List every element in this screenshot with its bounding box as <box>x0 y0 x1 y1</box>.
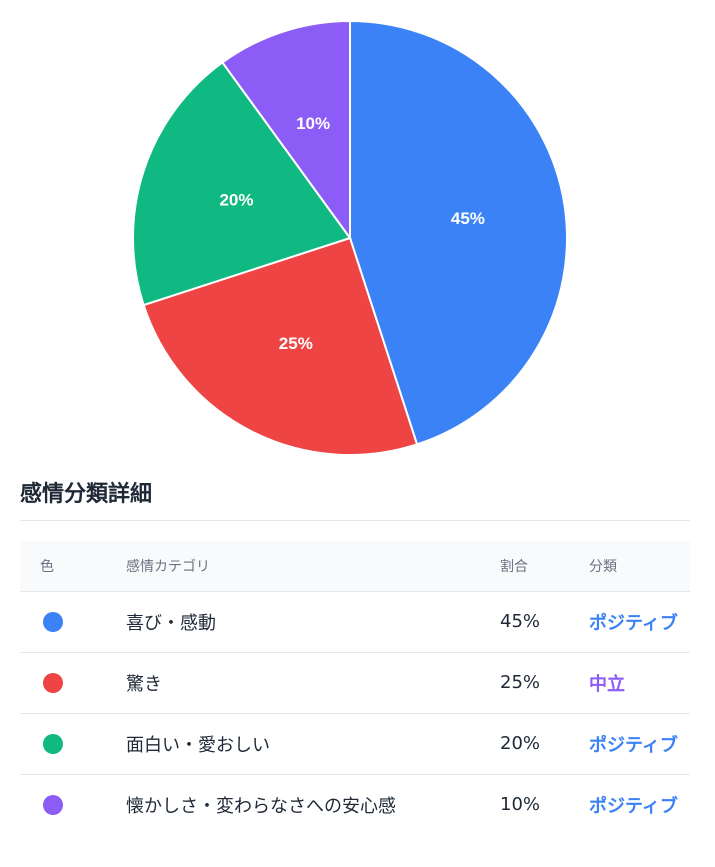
emotion-details-table: 色 感情カテゴリ 割合 分類 喜び・感動 45% ポジティブ 驚き 25% 中立 <box>20 541 690 835</box>
pie-slice-1 <box>349 19 568 446</box>
category-cell: 喜び・感動 <box>126 591 500 653</box>
table-row: 懐かしさ・変わらなさへの安心感 10% ポジティブ <box>20 774 690 835</box>
ratio-cell: 20% <box>500 713 589 775</box>
category-cell: 面白い・愛おしい <box>126 713 500 775</box>
category-cell: 懐かしさ・変わらなさへの安心感 <box>126 795 396 817</box>
header-classification: 分類 <box>589 541 690 592</box>
color-dot <box>43 612 63 632</box>
table-row: 驚き 25% 中立 <box>20 652 690 714</box>
pie-slice-2 <box>142 236 419 456</box>
ratio-cell: 45% <box>500 591 589 653</box>
classification-cell: 中立 <box>589 652 690 714</box>
classification-cell: ポジティブ <box>589 713 690 775</box>
table-row: 喜び・感動 45% ポジティブ <box>20 591 690 653</box>
classification-cell: ポジティブ <box>589 795 678 817</box>
pie-slice-3 <box>132 61 352 307</box>
table-row: 面白い・愛おしい 20% ポジティブ <box>20 713 690 775</box>
header-category: 感情カテゴリ <box>126 541 500 592</box>
header-ratio: 割合 <box>500 541 589 592</box>
pie-slice-label-1: 45% <box>451 209 485 228</box>
color-dot <box>43 673 63 693</box>
color-dot <box>43 795 63 816</box>
pie-slice-4 <box>221 19 351 242</box>
color-dot <box>43 734 63 754</box>
ratio-cell: 10% <box>500 794 541 816</box>
classification-cell: ポジティブ <box>589 591 690 653</box>
header-color: 色 <box>20 541 126 592</box>
pie-slice-label-3: 20% <box>219 191 253 210</box>
section-title: 感情分類詳細 <box>20 482 153 507</box>
table-header-row: 色 感情カテゴリ 割合 分類 <box>20 541 690 592</box>
pie-chart: 45% 25% 20% 10% <box>132 19 568 456</box>
title-divider <box>20 520 690 521</box>
pie-slice-label-4: 10% <box>296 114 330 133</box>
ratio-cell: 25% <box>500 652 589 714</box>
category-cell: 驚き <box>126 652 500 714</box>
pie-slice-label-2: 25% <box>279 334 313 353</box>
